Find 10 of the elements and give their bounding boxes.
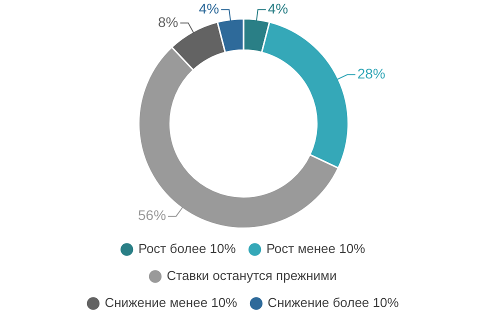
legend-label: Снижение менее 10% — [104, 295, 238, 310]
data-label: 28% — [357, 66, 386, 82]
legend-label: Рост менее 10% — [266, 241, 366, 256]
data-label: 4% — [268, 0, 288, 17]
data-label: 56% — [138, 207, 166, 224]
data-label: 8% — [158, 14, 178, 30]
data-label: 4% — [198, 0, 220, 17]
legend-label: Ставки останутся прежними — [166, 268, 337, 284]
legend-label: Снижение более 10% — [268, 295, 400, 310]
legend-label: Рост более 10% — [138, 241, 236, 256]
